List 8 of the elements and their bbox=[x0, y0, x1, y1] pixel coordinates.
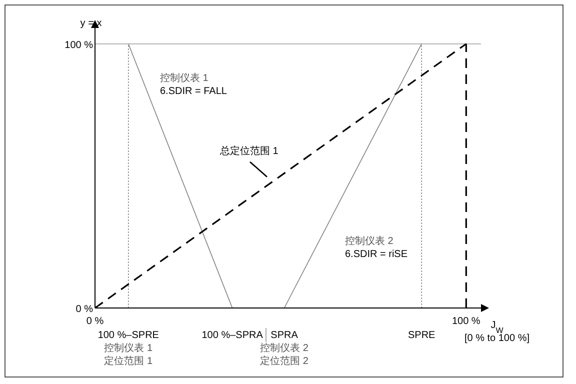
y-axis-title: y = x bbox=[80, 18, 102, 29]
series-label: 控制仪表 1 6.SDIR = FALL bbox=[160, 72, 228, 97]
series-label: 总定位范围 1 bbox=[219, 144, 279, 157]
text: 控制仪表 2 6.SDIR = riSE bbox=[345, 234, 408, 260]
annotation: SPRE bbox=[408, 330, 436, 341]
x-axis-title: J$_{W}$ bbox=[490, 320, 504, 334]
text: [0 % to 100 %] bbox=[464, 333, 530, 344]
annotation: 100 %–SPRE 控制仪表 1 定位范围 1 bbox=[98, 330, 160, 367]
